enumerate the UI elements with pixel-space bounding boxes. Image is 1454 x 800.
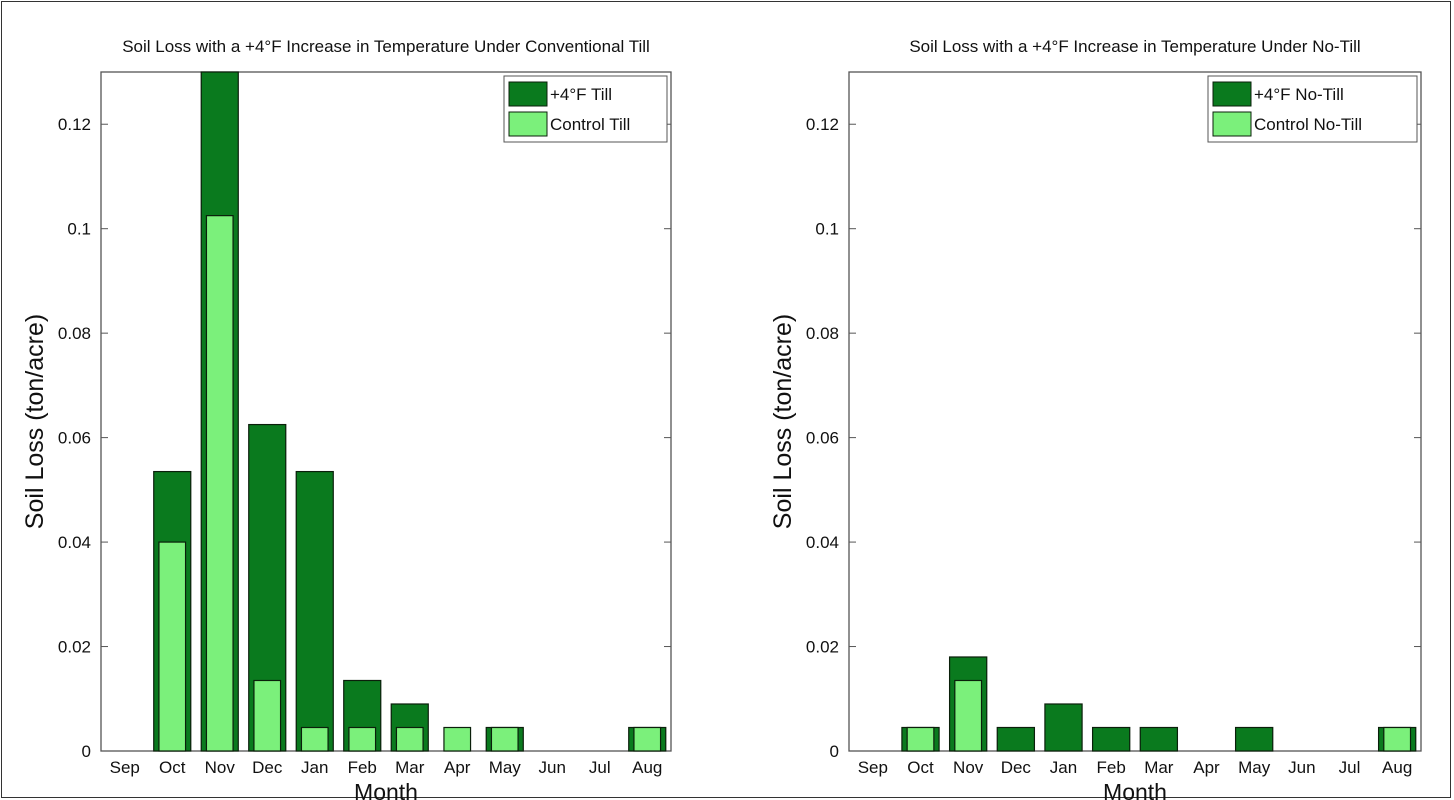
x-tick-label: Jul [589,758,611,777]
legend: +4°F No-Till Control No-Till [1207,75,1418,143]
y-tick-label: 0.12 [58,115,91,134]
bar-control-feb [348,726,377,752]
x-tick-label: Nov [953,758,984,777]
bar-control-nov [205,215,234,752]
x-tick-label: Mar [395,758,425,777]
bar-warm-feb [1091,726,1131,752]
y-axis-label: Soil Loss (ton/acre) [769,314,797,529]
bar-warm-may [1234,726,1274,752]
bar-control-may [490,726,519,752]
legend-swatch-1 [508,81,548,107]
bar-warm-jan [295,470,334,752]
x-tick-label: May [489,758,522,777]
x-tick-label: Oct [159,758,186,777]
bar-control-dec [253,679,282,752]
legend-label-2: Control Till [550,115,630,134]
x-tick-label: Sep [858,758,888,777]
bar-control-oct [906,726,935,752]
bar-control-apr [443,726,472,752]
y-tick-label: 0.1 [67,220,91,239]
y-tick-label: 0.04 [806,533,839,552]
plot-area [848,71,1422,752]
y-tick-label: 0.08 [58,324,91,343]
legend-swatch-2 [508,111,548,137]
bar-control-aug [1383,726,1412,752]
bar-warm-dec [996,726,1036,752]
x-tick-label: Aug [1382,758,1412,777]
bar-control-oct [158,541,187,752]
x-tick-label: Jun [539,758,566,777]
x-tick-label: Sep [110,758,140,777]
chart-panel-2: Soil Loss with a +4°F Increase in Temper… [769,37,1422,800]
x-tick-label: Apr [444,758,471,777]
y-tick-label: 0 [82,742,91,761]
plot-area [100,71,672,752]
x-tick-label: Jun [1288,758,1315,777]
x-axis-label: Month [1103,779,1167,800]
x-tick-label: Feb [348,758,377,777]
y-tick-label: 0 [830,742,839,761]
chart-title: Soil Loss with a +4°F Increase in Temper… [122,37,650,56]
y-tick-label: 0.06 [806,429,839,448]
y-tick-label: 0.02 [806,638,839,657]
x-tick-label: Jan [1050,758,1077,777]
y-tick-label: 0.08 [806,324,839,343]
x-tick-label: Apr [1193,758,1220,777]
x-tick-label: Dec [1001,758,1032,777]
x-tick-label: Nov [205,758,236,777]
y-tick-label: 0.1 [815,220,839,239]
legend-label-1: +4°F Till [550,85,612,104]
legend-swatch-1 [1212,81,1252,107]
x-tick-label: Jul [1339,758,1361,777]
y-axis-label: Soil Loss (ton/acre) [21,314,49,529]
bar-control-mar [395,726,424,752]
legend-label-2: Control No-Till [1254,115,1362,134]
bar-control-jan [300,726,329,752]
bar-warm-mar [1139,726,1179,752]
chart-panel-1: Soil Loss with a +4°F Increase in Temper… [21,37,672,800]
chart-title: Soil Loss with a +4°F Increase in Temper… [909,37,1360,56]
x-axis-label: Month [354,779,418,800]
legend: +4°F Till Control Till [503,75,668,143]
x-tick-label: Aug [632,758,662,777]
x-tick-label: Feb [1097,758,1126,777]
bar-control-nov [954,679,983,752]
y-tick-label: 0.12 [806,115,839,134]
x-tick-label: Oct [907,758,934,777]
x-tick-label: Dec [252,758,283,777]
y-tick-label: 0.06 [58,429,91,448]
bar-warm-jan [1044,703,1083,752]
x-tick-label: Jan [301,758,328,777]
legend-label-1: +4°F No-Till [1254,85,1344,104]
x-tick-label: May [1238,758,1271,777]
legend-swatch-2 [1212,111,1252,137]
bar-control-aug [633,726,662,752]
y-tick-label: 0.04 [58,533,91,552]
y-tick-label: 0.02 [58,638,91,657]
x-tick-label: Mar [1144,758,1174,777]
